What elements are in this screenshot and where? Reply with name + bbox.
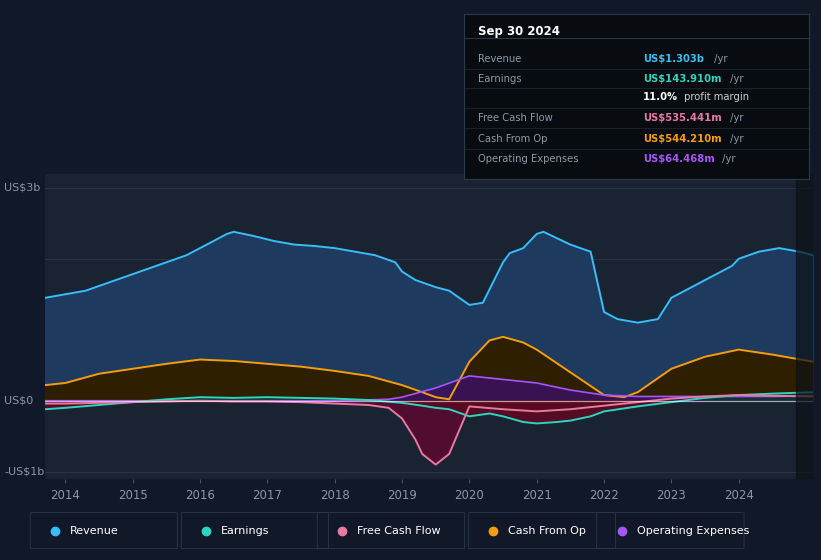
- Text: Free Cash Flow: Free Cash Flow: [478, 113, 553, 123]
- Text: Revenue: Revenue: [478, 54, 521, 64]
- Text: US$3b: US$3b: [4, 183, 40, 193]
- Text: US$1.303b: US$1.303b: [643, 54, 704, 64]
- Text: /yr: /yr: [719, 155, 736, 165]
- Text: US$64.468m: US$64.468m: [643, 155, 715, 165]
- Text: Sep 30 2024: Sep 30 2024: [478, 25, 560, 38]
- Text: -US$1b: -US$1b: [4, 466, 44, 477]
- Text: Earnings: Earnings: [222, 526, 270, 535]
- Bar: [796, 174, 813, 479]
- Text: Operating Expenses: Operating Expenses: [637, 526, 749, 535]
- Text: 11.0%: 11.0%: [643, 92, 678, 102]
- Text: US$0: US$0: [4, 396, 34, 406]
- Text: Cash From Op: Cash From Op: [508, 526, 586, 535]
- Text: Cash From Op: Cash From Op: [478, 134, 547, 144]
- Text: US$535.441m: US$535.441m: [643, 113, 722, 123]
- Text: US$143.910m: US$143.910m: [643, 74, 722, 84]
- Text: profit margin: profit margin: [681, 92, 750, 102]
- Text: /yr: /yr: [727, 134, 743, 144]
- Text: Operating Expenses: Operating Expenses: [478, 155, 578, 165]
- Text: Earnings: Earnings: [478, 74, 521, 84]
- Text: Free Cash Flow: Free Cash Flow: [357, 526, 441, 535]
- Text: /yr: /yr: [727, 74, 743, 84]
- Text: Revenue: Revenue: [71, 526, 119, 535]
- Text: US$544.210m: US$544.210m: [643, 134, 722, 144]
- Text: /yr: /yr: [712, 54, 728, 64]
- Text: /yr: /yr: [727, 113, 743, 123]
